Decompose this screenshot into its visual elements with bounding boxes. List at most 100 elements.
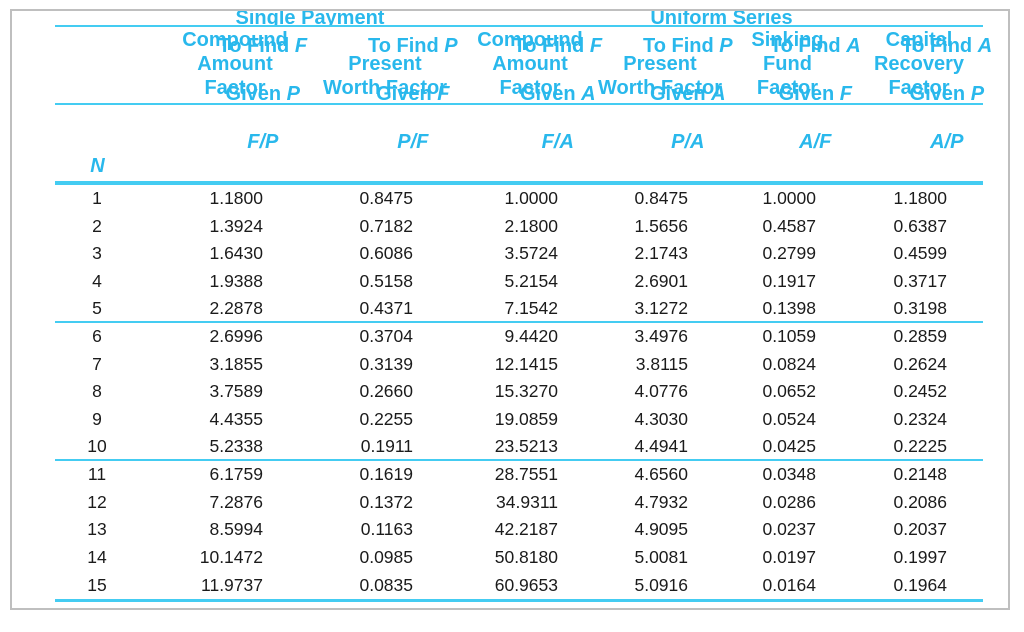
cell-pf: 0.0985	[359, 547, 413, 568]
given-label: Given	[376, 83, 432, 105]
cell-fa: 7.1542	[504, 297, 558, 318]
factor-code: F/A	[541, 131, 574, 153]
cell-pf: 0.0835	[359, 574, 413, 595]
subheader-af: To Find A Given F A/F	[720, 35, 861, 181]
cell-af: 0.0164	[762, 574, 816, 595]
given-label: Given	[909, 83, 966, 105]
given-variable: A	[581, 83, 596, 105]
find-variable: F	[294, 35, 308, 57]
cell-ap: 1.1800	[893, 188, 947, 209]
cell-fa: 34.9311	[496, 491, 558, 512]
cell-fp: 1.6430	[209, 243, 263, 264]
find-variable: F	[589, 35, 603, 57]
subheader-row: N To Find F Given P F/P To Find P Given …	[55, 35, 992, 181]
cell-pa: 4.3030	[634, 409, 688, 430]
cell-fp: 1.3924	[209, 215, 263, 236]
table-row: 5 2.2878 0.4371 7.1542 3.1272 0.1398 0.3…	[55, 295, 983, 323]
table-row: 9 4.4355 0.2255 19.0859 4.3030 0.0524 0.…	[55, 406, 983, 434]
table-row: 7 3.1855 0.3139 12.1415 3.8115 0.0824 0.…	[55, 351, 983, 379]
cell-fp: 3.1855	[209, 353, 263, 374]
cell-n: 11	[87, 464, 107, 485]
subheader-pf: To Find P Given F P/F	[310, 35, 460, 181]
to-find-label: To Find	[218, 35, 290, 57]
cell-af: 0.0286	[762, 491, 816, 512]
cell-fp: 5.2338	[209, 435, 263, 456]
cell-fa: 42.2187	[494, 519, 558, 540]
cell-fp: 11.9737	[201, 574, 263, 595]
subheader-n: N	[55, 105, 160, 181]
cell-n: 7	[92, 353, 102, 374]
subheader-fp: To Find F Given P F/P	[160, 35, 310, 181]
cell-pf: 0.3139	[359, 353, 413, 374]
given-label: Given	[649, 83, 706, 105]
factor-code: P/F	[397, 131, 429, 153]
cell-fp: 4.4355	[209, 409, 263, 430]
cell-pa: 2.6901	[634, 271, 688, 292]
cell-pa: 5.0916	[634, 574, 688, 595]
cell-af: 0.1917	[762, 271, 816, 292]
cell-fp: 2.6996	[209, 326, 263, 347]
cell-fa: 2.1800	[504, 215, 558, 236]
cell-n: 13	[87, 519, 107, 540]
factor-code: F/P	[247, 131, 279, 153]
table-row: 14 10.1472 0.0985 50.8180 5.0081 0.0197 …	[55, 544, 983, 572]
cell-fa: 60.9653	[494, 574, 558, 595]
n-column-label: N	[90, 155, 105, 177]
cell-pa: 3.8115	[635, 353, 688, 374]
cell-pf: 0.4371	[359, 297, 413, 318]
group-header-spacer	[55, 11, 160, 25]
cell-n: 12	[87, 491, 107, 512]
cell-pa: 4.9095	[634, 519, 688, 540]
group-header-uniform-series: Uniform Series	[460, 11, 983, 25]
factor-code: A/P	[930, 131, 964, 153]
to-find-label: To Find	[367, 35, 439, 57]
table-row: 2 1.3924 0.7182 2.1800 1.5656 0.4587 0.6…	[55, 213, 983, 241]
cell-ap: 0.3717	[893, 271, 947, 292]
cell-fp: 8.5994	[209, 519, 263, 540]
cell-ap: 0.2148	[893, 464, 947, 485]
cell-fp: 7.2876	[209, 491, 263, 512]
cell-fa: 9.4420	[504, 326, 558, 347]
given-variable: A	[711, 83, 726, 105]
cell-af: 0.2799	[762, 243, 816, 264]
cell-pf: 0.2255	[359, 409, 413, 430]
cell-ap: 0.2624	[893, 353, 947, 374]
cell-n: 14	[87, 547, 107, 568]
cell-n: 8	[92, 381, 102, 402]
column-header-label: Present Worth Factor	[597, 53, 723, 99]
cell-af: 0.0425	[762, 435, 816, 456]
group-header-single-payment: Single Payment	[160, 11, 460, 25]
cell-pf: 0.7182	[359, 215, 413, 236]
table-row: 1 1.1800 0.8475 1.0000 0.8475 1.0000 1.1…	[55, 185, 983, 213]
table-row: 3 1.6430 0.6086 3.5724 2.1743 0.2799 0.4…	[55, 240, 983, 268]
cell-n: 3	[92, 243, 102, 264]
table-row: 11 6.1759 0.1619 28.7551 4.6560 0.0348 0…	[55, 461, 983, 489]
table-row: 13 8.5994 0.1163 42.2187 4.9095 0.0237 0…	[55, 516, 983, 544]
cell-af: 0.0197	[762, 547, 816, 568]
given-label: Given	[519, 83, 576, 105]
single-payment-label: Single Payment	[235, 11, 385, 25]
subheader-pa: To Find P Given A P/A	[600, 35, 733, 181]
cell-fp: 10.1472	[199, 547, 263, 568]
table-row: 12 7.2876 0.1372 34.9311 4.7932 0.0286 0…	[55, 489, 983, 517]
find-variable: A	[977, 35, 993, 57]
cell-fp: 1.9388	[209, 271, 263, 292]
cell-pf: 0.3704	[359, 326, 413, 347]
mid-rule	[55, 103, 983, 105]
cell-fp: 6.1759	[209, 464, 263, 485]
column-header-label: Capital Recovery Factor	[873, 29, 965, 99]
given-label: Given	[225, 83, 282, 105]
cell-af: 0.0652	[762, 381, 816, 402]
cell-af: 0.0824	[762, 353, 816, 374]
cell-n: 15	[87, 574, 107, 595]
find-variable: P	[444, 35, 458, 57]
cell-fa: 12.1415	[494, 353, 558, 374]
cell-n: 5	[92, 297, 102, 318]
cell-fa: 19.0859	[494, 409, 558, 430]
cell-pa: 3.4976	[634, 326, 688, 347]
group-header-row: Single Payment Uniform Series	[55, 11, 983, 25]
cell-af: 0.0524	[762, 409, 816, 430]
table-frame: Single Payment Uniform Series Compound A…	[10, 9, 1010, 610]
column-header-present-worth-factor-pf: Present Worth Factor	[310, 27, 460, 103]
cell-n: 9	[92, 409, 102, 430]
